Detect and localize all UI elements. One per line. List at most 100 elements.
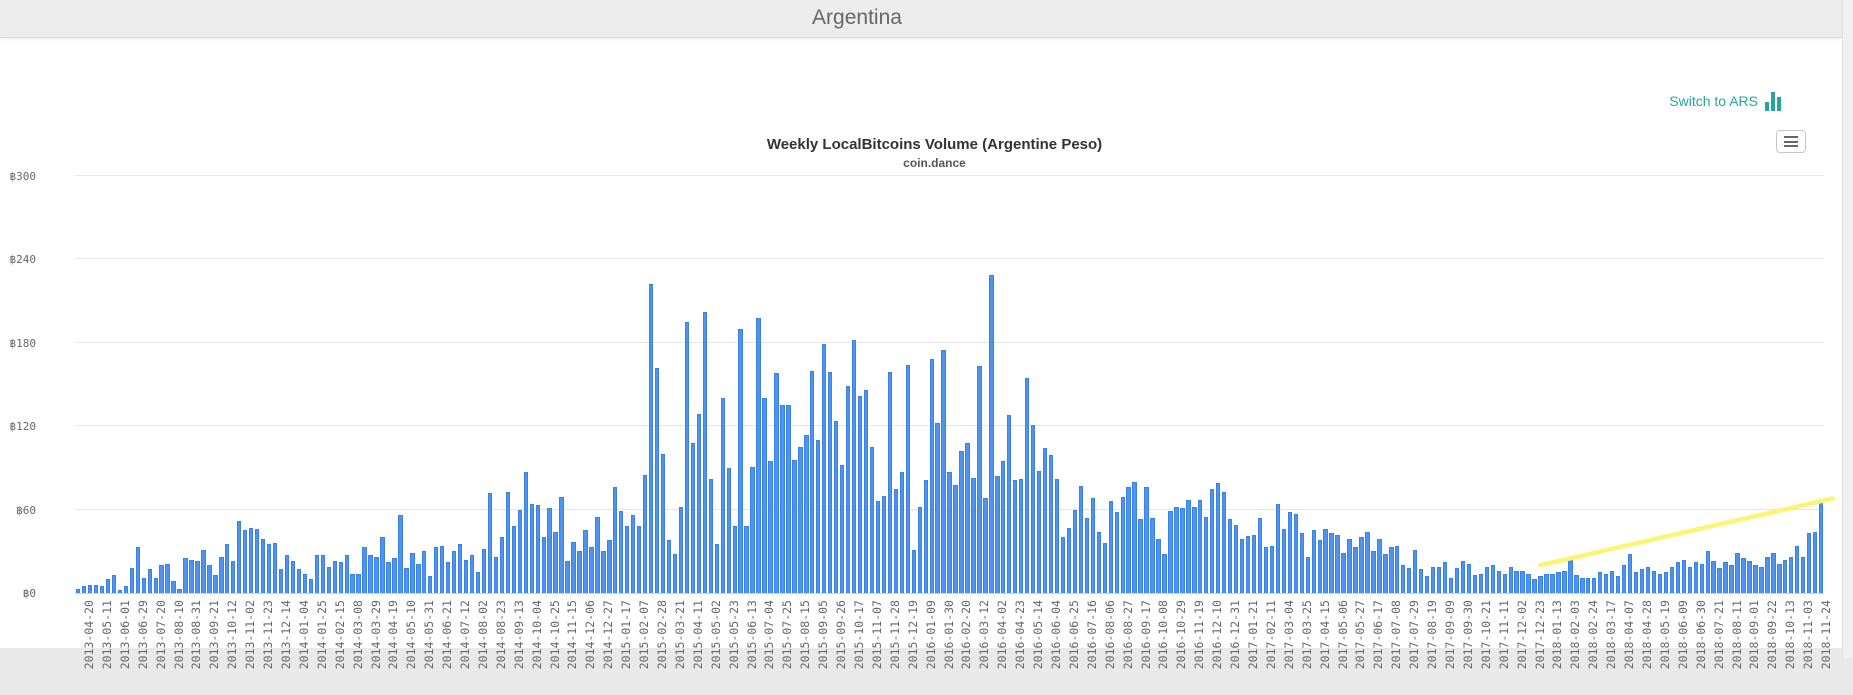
bar[interactable] [696, 413, 702, 593]
bar[interactable] [577, 551, 582, 593]
bar[interactable] [708, 479, 713, 593]
bar[interactable] [1502, 573, 1507, 593]
bar[interactable] [738, 328, 743, 593]
bar[interactable] [1574, 574, 1579, 593]
bar[interactable] [93, 584, 99, 593]
bar[interactable] [654, 367, 660, 593]
bar[interactable] [1687, 566, 1692, 593]
bar[interactable] [1353, 547, 1358, 593]
bar[interactable] [296, 569, 302, 593]
bar[interactable] [1472, 574, 1478, 593]
bar[interactable] [410, 552, 415, 593]
bar[interactable] [1651, 570, 1657, 593]
bar[interactable] [1007, 415, 1012, 593]
bar[interactable] [135, 547, 140, 593]
scrollbar-track[interactable] [1842, 0, 1853, 658]
bar[interactable] [1580, 577, 1585, 593]
bar[interactable] [1293, 513, 1298, 593]
chart-menu-button[interactable] [1776, 130, 1806, 153]
bar[interactable] [1317, 540, 1322, 593]
bar[interactable] [1771, 552, 1776, 593]
bar[interactable] [493, 556, 499, 593]
bar[interactable] [201, 549, 206, 593]
bar[interactable] [1383, 554, 1388, 593]
bar[interactable] [105, 579, 111, 593]
bar[interactable] [404, 567, 409, 593]
bar[interactable] [511, 526, 517, 593]
bar[interactable] [1329, 533, 1334, 593]
bar[interactable] [278, 569, 284, 593]
bar[interactable] [720, 398, 725, 593]
bar[interactable] [1801, 556, 1806, 593]
bar[interactable] [1144, 487, 1149, 593]
bar[interactable] [1669, 566, 1675, 593]
bar[interactable] [111, 574, 117, 593]
bar[interactable] [893, 488, 899, 593]
bar[interactable] [457, 544, 463, 593]
bar[interactable] [935, 423, 940, 593]
bar[interactable] [1538, 576, 1543, 593]
bar[interactable] [595, 516, 600, 593]
bar[interactable] [505, 491, 511, 593]
bar[interactable] [1735, 552, 1740, 593]
bar[interactable] [165, 563, 170, 593]
bar[interactable] [1287, 512, 1293, 593]
bar[interactable] [123, 586, 128, 593]
bar[interactable] [1311, 530, 1316, 593]
bar[interactable] [559, 497, 564, 593]
bar[interactable] [995, 476, 1000, 593]
bar[interactable] [756, 317, 761, 593]
bar[interactable] [929, 359, 934, 593]
bar[interactable] [702, 312, 708, 593]
bar[interactable] [1413, 549, 1418, 593]
bar[interactable] [434, 547, 439, 593]
bar[interactable] [810, 370, 815, 593]
bar[interactable] [780, 405, 785, 593]
bar[interactable] [601, 551, 606, 593]
bar[interactable] [977, 366, 982, 593]
bar[interactable] [1395, 545, 1400, 593]
bar[interactable] [440, 545, 445, 593]
bar[interactable] [1090, 498, 1096, 593]
bar[interactable] [1066, 527, 1072, 593]
bar[interactable] [1430, 566, 1436, 593]
bar[interactable] [1168, 511, 1173, 593]
bar[interactable] [237, 520, 242, 593]
bar[interactable] [523, 472, 528, 593]
bar[interactable] [1335, 534, 1340, 593]
bar[interactable] [589, 547, 594, 593]
bar[interactable] [1204, 516, 1209, 593]
bar[interactable] [1036, 470, 1042, 593]
bar[interactable] [308, 579, 314, 593]
bar[interactable] [1777, 563, 1782, 593]
bar[interactable] [1520, 570, 1525, 593]
bar[interactable] [254, 529, 260, 593]
bar[interactable] [983, 498, 988, 593]
bar[interactable] [1723, 562, 1728, 593]
bar[interactable] [1323, 529, 1328, 593]
bar[interactable] [917, 506, 922, 593]
bar[interactable] [1299, 533, 1304, 593]
bar[interactable] [117, 590, 123, 593]
bar[interactable] [1448, 577, 1454, 593]
bar[interactable] [678, 506, 684, 593]
bar[interactable] [768, 460, 773, 593]
bar[interactable] [1795, 545, 1800, 593]
bar[interactable] [565, 561, 570, 593]
bar[interactable] [1275, 504, 1281, 593]
bar[interactable] [338, 562, 343, 593]
bar[interactable] [851, 340, 857, 593]
bar[interactable] [147, 569, 152, 593]
bar[interactable] [1263, 547, 1269, 593]
bar[interactable] [153, 577, 158, 593]
bar[interactable] [428, 576, 433, 593]
bar[interactable] [314, 555, 320, 593]
bar[interactable] [1198, 499, 1203, 593]
bar[interactable] [1186, 499, 1191, 593]
bar[interactable] [1484, 566, 1489, 593]
bar[interactable] [1371, 551, 1376, 593]
bar[interactable] [828, 372, 833, 593]
bar[interactable] [1216, 483, 1221, 593]
bar[interactable] [631, 515, 636, 593]
bar[interactable] [1192, 506, 1197, 593]
